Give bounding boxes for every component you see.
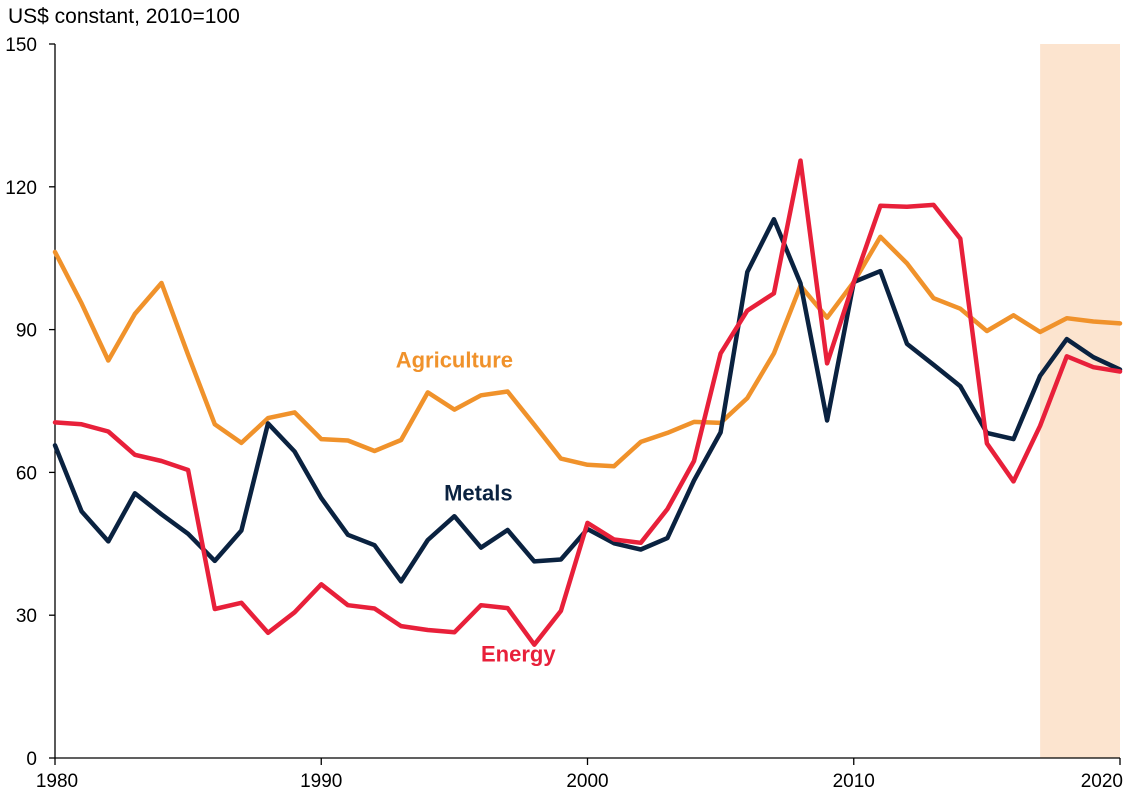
y-tick-label: 90 [16,321,37,342]
series-lines [52,158,1123,647]
series-labels: Agriculture Metals Energy [396,348,557,667]
x-tick-label: 1980 [36,771,78,792]
forecast-shaded-region-layer [1040,44,1120,758]
y-tick-label: 0 [26,749,37,770]
series-line-energy [52,158,1123,647]
series-label-energy: Energy [481,641,556,666]
y-tick-label: 150 [5,35,37,56]
y-tick-label: 120 [5,178,37,199]
y-axis-title: US$ constant, 2010=100 [8,5,240,28]
x-tick-label: 2020 [1081,771,1123,792]
axes: 0 30 60 90 120 150 1980 1990 2000 2010 2020 [5,35,1123,792]
x-tick-label: 2010 [833,771,875,792]
y-tick-label: 30 [16,606,37,627]
series-label-agriculture: Agriculture [396,348,513,373]
forecast-shaded-region [1040,44,1120,758]
x-tick-label: 2000 [566,771,608,792]
series-line-agriculture [52,234,1123,469]
x-tick-label: 1990 [300,771,342,792]
series-label-metals: Metals [444,480,512,505]
y-tick-label: 60 [16,463,37,484]
